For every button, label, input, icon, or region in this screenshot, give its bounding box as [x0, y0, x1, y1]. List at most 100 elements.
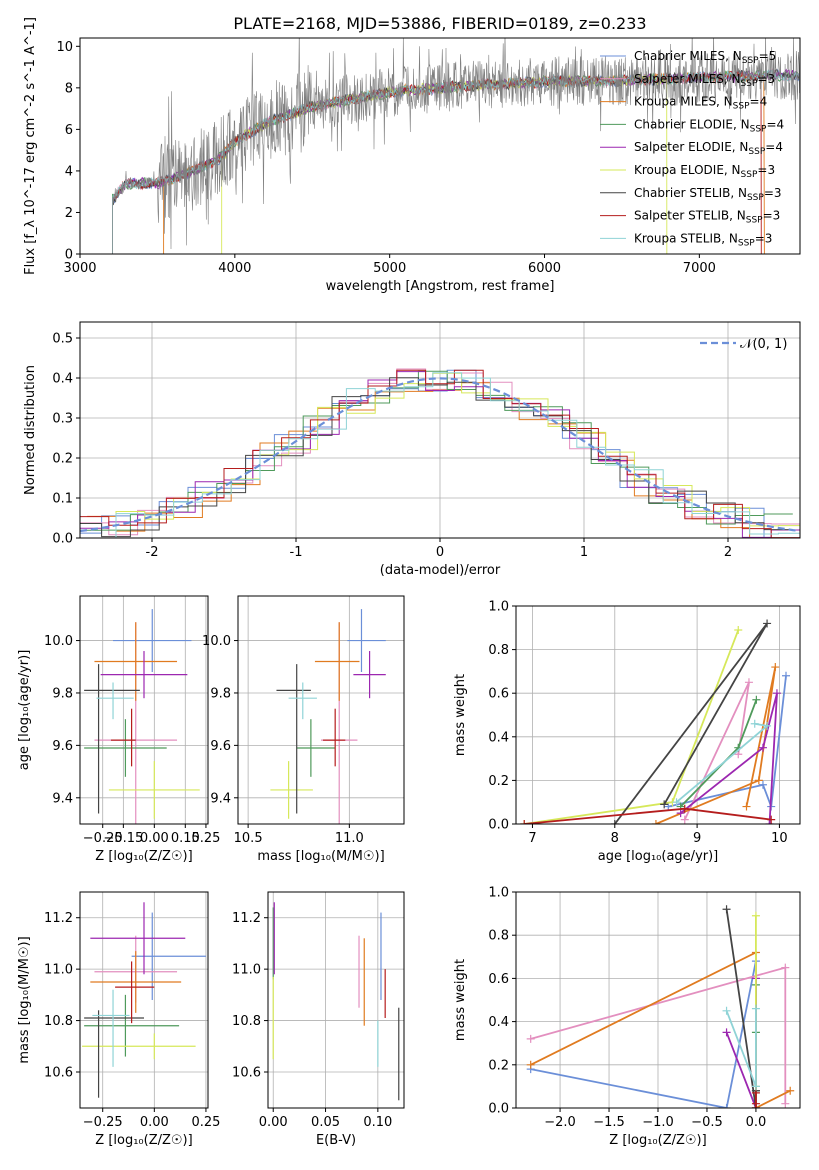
weight-marker — [520, 820, 529, 824]
x-tick-label: 9 — [693, 831, 701, 846]
y-tick-label: 0.1 — [52, 492, 73, 507]
x-tick-label: 10.5 — [234, 831, 263, 846]
weight-series-line — [668, 675, 787, 808]
legend-label: Salpeter MILES, NSSP=3 — [634, 72, 775, 89]
errorbar-point — [94, 622, 178, 701]
weight-marker — [781, 963, 790, 972]
errorbar-point — [270, 761, 313, 819]
weight-marker — [734, 625, 743, 634]
x-tick-label: 0.05 — [311, 1115, 340, 1130]
x-axis-label: E(B-V) — [316, 1133, 356, 1148]
histogram-series — [87, 372, 800, 538]
x-tick-label: 3000 — [63, 261, 96, 276]
plot-area-mass_vs_Z — [82, 902, 206, 1098]
normal-reference-curve — [80, 377, 800, 533]
histogram-series — [87, 382, 800, 538]
weight-marker — [722, 1028, 731, 1037]
y-tick-label: 10.8 — [44, 1014, 73, 1029]
y-tick-label: 0.4 — [488, 730, 509, 745]
x-tick-label: 5000 — [373, 261, 406, 276]
x-tick-label: 0.0 — [746, 1115, 767, 1130]
figure-title: PLATE=2168, MJD=53886, FIBERID=0189, z=0… — [233, 14, 646, 33]
y-axis-label: Normed distribution — [23, 365, 38, 495]
y-tick-label: 0.4 — [52, 372, 73, 387]
y-tick-label: 0.2 — [52, 452, 73, 467]
panel-mass_vs_Z: −0.25 0.00 0.25 10.6 10.8 11.0 11.2 Z [log₁₀(Z/… — [17, 891, 220, 1148]
y-tick-label: 9.4 — [210, 791, 231, 806]
panel-mass_vs_ebv: 0.00 0.05 0.10 10.6 10.8 11.0 11.2 E(B-V) — [232, 891, 405, 1148]
weight-marker — [786, 1086, 795, 1095]
weight-marker — [767, 815, 776, 824]
plot-area-spectrum — [112, 38, 800, 254]
weight-marker — [758, 743, 767, 752]
y-tick-label: 11.0 — [44, 963, 73, 978]
x-axis-label: Z [log₁₀(Z/Z☉)] — [609, 1133, 706, 1148]
y-tick-label: 0.3 — [52, 412, 73, 427]
weight-series-line — [524, 629, 740, 824]
errorbar-point — [84, 1010, 144, 1098]
axes-frame — [515, 605, 801, 825]
x-axis-label: wavelength [Angstrom, rest frame] — [326, 279, 555, 294]
y-tick-label: 9.4 — [52, 791, 73, 806]
panel-spectrum: 3000 4000 5000 6000 7000 0 2 4 6 8 10 wavelength [A… — [23, 17, 801, 294]
axes-frame — [237, 595, 405, 825]
weight-marker — [742, 802, 751, 811]
errorbar-point — [92, 989, 130, 1067]
y-tick-label: 2 — [65, 206, 73, 221]
weight-marker — [680, 815, 689, 824]
x-tick-label: -1 — [290, 545, 303, 560]
weight-marker — [744, 678, 753, 687]
x-tick-label: 11.0 — [335, 831, 364, 846]
errorbar-point — [276, 664, 311, 814]
legend-label: Chabrier MILES, NSSP=5 — [634, 49, 776, 66]
y-tick-label: 11.2 — [232, 911, 261, 926]
y-tick-label: 10.0 — [44, 634, 73, 649]
legend-label: Kroupa STELIB, NSSP=3 — [634, 231, 772, 248]
weight-marker — [750, 719, 759, 728]
weight-series-line — [725, 1008, 757, 1087]
errorbar-point — [353, 651, 386, 699]
y-tick-label: 9.8 — [52, 686, 73, 701]
legend-label: Chabrier ELODIE, NSSP=4 — [634, 117, 784, 134]
y-tick-label: 10.8 — [232, 1014, 261, 1029]
y-tick-label: 0.6 — [488, 687, 509, 702]
y-tick-label: 6 — [65, 123, 73, 138]
y-tick-label: 11.2 — [44, 911, 73, 926]
plot-area-mass_vs_ebv — [272, 902, 400, 1101]
axes-frame — [79, 595, 209, 825]
legend-label: Kroupa MILES, NSSP=4 — [634, 95, 767, 112]
x-tick-label: −0.25 — [83, 1115, 123, 1130]
weight-marker — [751, 1082, 760, 1091]
weight-marker — [672, 798, 681, 807]
x-axis-label: Z [log₁₀(Z/Z☉)] — [95, 1133, 192, 1148]
errorbar-point — [347, 609, 386, 672]
x-tick-label: 0.15 — [171, 831, 200, 846]
weight-marker — [610, 820, 619, 824]
y-axis-label: mass weight — [453, 674, 468, 756]
y-tick-label: 9.6 — [210, 739, 231, 754]
weight-series-line — [530, 951, 791, 1108]
weight-series-line — [675, 722, 770, 803]
y-tick-label: 0.2 — [488, 774, 509, 789]
weight-marker — [751, 1004, 760, 1013]
legend-label: Salpeter STELIB, NSSP=3 — [634, 209, 780, 226]
plot-area-weight_vs_age — [520, 619, 791, 824]
panel-weight_vs_age: 7 8 9 10 0.0 0.2 0.4 0.6 0.8 1.0 age [log₁₀(age/yr… — [453, 600, 801, 864]
weight-marker — [526, 1034, 535, 1043]
y-tick-label: 10.0 — [202, 634, 231, 649]
weight-marker — [676, 809, 685, 818]
weight-marker — [722, 1104, 731, 1108]
y-axis-label: Flux [f_λ 10^-17 erg cm^-2 s^-1 A^-1] — [23, 17, 38, 275]
errorbar-point — [108, 761, 200, 819]
x-tick-label: 7000 — [683, 261, 716, 276]
y-tick-label: 9.6 — [52, 739, 73, 754]
y-tick-label: 0 — [65, 248, 73, 263]
weight-series-line — [725, 909, 757, 1108]
legend-label: Chabrier STELIB, NSSP=3 — [634, 186, 782, 203]
plot-area-residuals — [80, 368, 800, 538]
x-tick-label: 2 — [724, 545, 732, 560]
y-tick-label: 10 — [56, 40, 73, 55]
weight-marker — [771, 663, 780, 672]
y-tick-label: 9.8 — [210, 686, 231, 701]
